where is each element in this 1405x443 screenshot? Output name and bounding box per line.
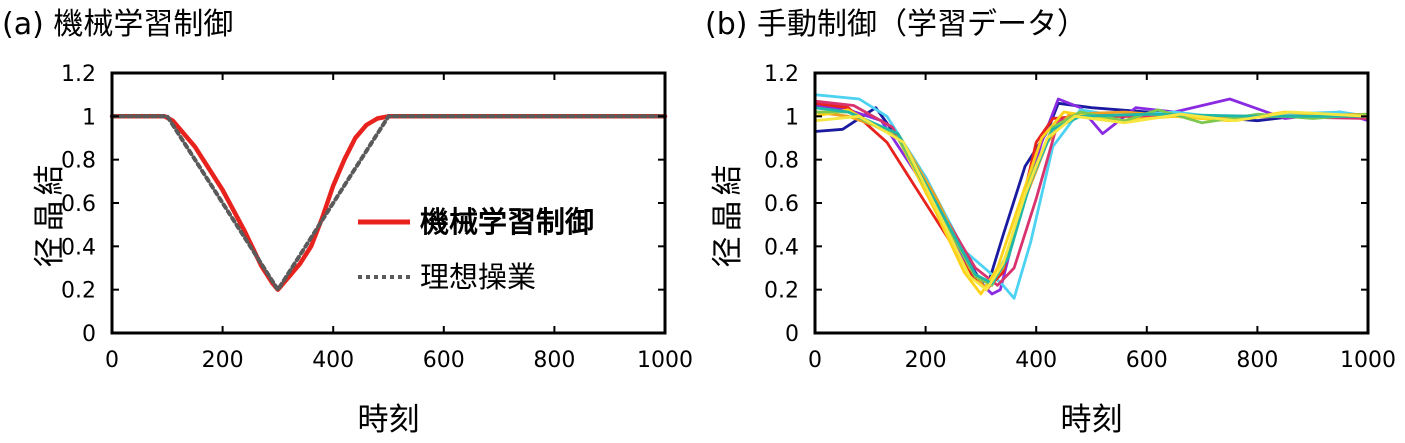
y-tick-label: 0.8 <box>764 149 799 174</box>
y-tick-label: 0.6 <box>764 192 799 217</box>
x-tick-label: 600 <box>423 348 465 373</box>
series-line-manual-run-10 <box>813 110 1370 292</box>
legend-label-ml-control: 機械学習制御 <box>420 205 594 239</box>
x-tick-label: 800 <box>1236 348 1278 373</box>
x-tick-label: 200 <box>905 348 947 373</box>
y-tick-label: 0 <box>785 322 799 347</box>
series-line-manual-run-9 <box>813 106 1370 285</box>
series-line-manual-run-2 <box>813 97 1370 296</box>
panel-b-x-axis-label: 時刻 <box>1061 402 1123 438</box>
x-tick-label: 1000 <box>1340 348 1396 373</box>
legend-label-ideal-operation: 理想操業 <box>420 260 536 294</box>
panel-a-machine-learning-control: (a) 機械学習制御 0 0.2 0.4 0.6 0.8 1 1.2 0 200 400 600 80… <box>2 7 693 438</box>
series-line-manual-run-5 <box>813 99 1370 287</box>
panel-a-legend: 機械学習制御 理想操業 <box>358 205 594 294</box>
x-tick-label: 200 <box>202 348 244 373</box>
series-line-ml-control <box>109 114 668 292</box>
y-tick-label: 1 <box>785 105 799 130</box>
panel-a-x-axis-label: 時刻 <box>358 402 420 438</box>
y-axis-label-char: 径 <box>710 237 746 268</box>
panel-a-y-axis-label: 結晶径 <box>32 165 68 268</box>
x-tick-label: 600 <box>1126 348 1168 373</box>
y-tick-label: 1.2 <box>764 62 799 87</box>
y-tick-label: 1.2 <box>61 62 96 87</box>
y-axis-label-char: 晶 <box>710 201 746 232</box>
panel-b-y-axis-label: 結晶径 <box>710 165 746 268</box>
y-tick-label: 1 <box>82 105 96 130</box>
y-tick-label: 0.2 <box>61 279 96 304</box>
y-tick-label: 0 <box>82 322 96 347</box>
panel-b-manual-control: (b) 手動制御（学習データ） 0 0.2 0.4 0.6 0.8 1 1.2 0 200 400… <box>705 7 1396 438</box>
x-tick-label: 1000 <box>637 348 693 373</box>
y-tick-label: 0.6 <box>61 192 96 217</box>
y-axis-label-char: 径 <box>32 237 68 268</box>
panel-b-title: (b) 手動制御（学習データ） <box>705 7 1087 42</box>
x-tick-label: 800 <box>533 348 575 373</box>
y-tick-label: 0.4 <box>764 235 799 260</box>
panel-a-plot-frame <box>110 71 667 335</box>
series-line-manual-run-3 <box>813 93 1370 300</box>
y-tick-label: 0.4 <box>61 235 96 260</box>
y-axis-label-char: 結 <box>710 165 746 196</box>
x-tick-label: 0 <box>808 348 822 373</box>
panel-a-title: (a) 機械学習制御 <box>2 7 233 42</box>
y-axis-label-char: 結 <box>32 165 68 196</box>
x-tick-label: 400 <box>312 348 354 373</box>
x-tick-label: 0 <box>105 348 119 373</box>
series-line-ideal-operation <box>110 114 667 292</box>
y-axis-label-char: 晶 <box>32 201 68 232</box>
y-tick-label: 0.2 <box>764 279 799 304</box>
y-tick-label: 0.8 <box>61 149 96 174</box>
x-tick-label: 400 <box>1015 348 1057 373</box>
